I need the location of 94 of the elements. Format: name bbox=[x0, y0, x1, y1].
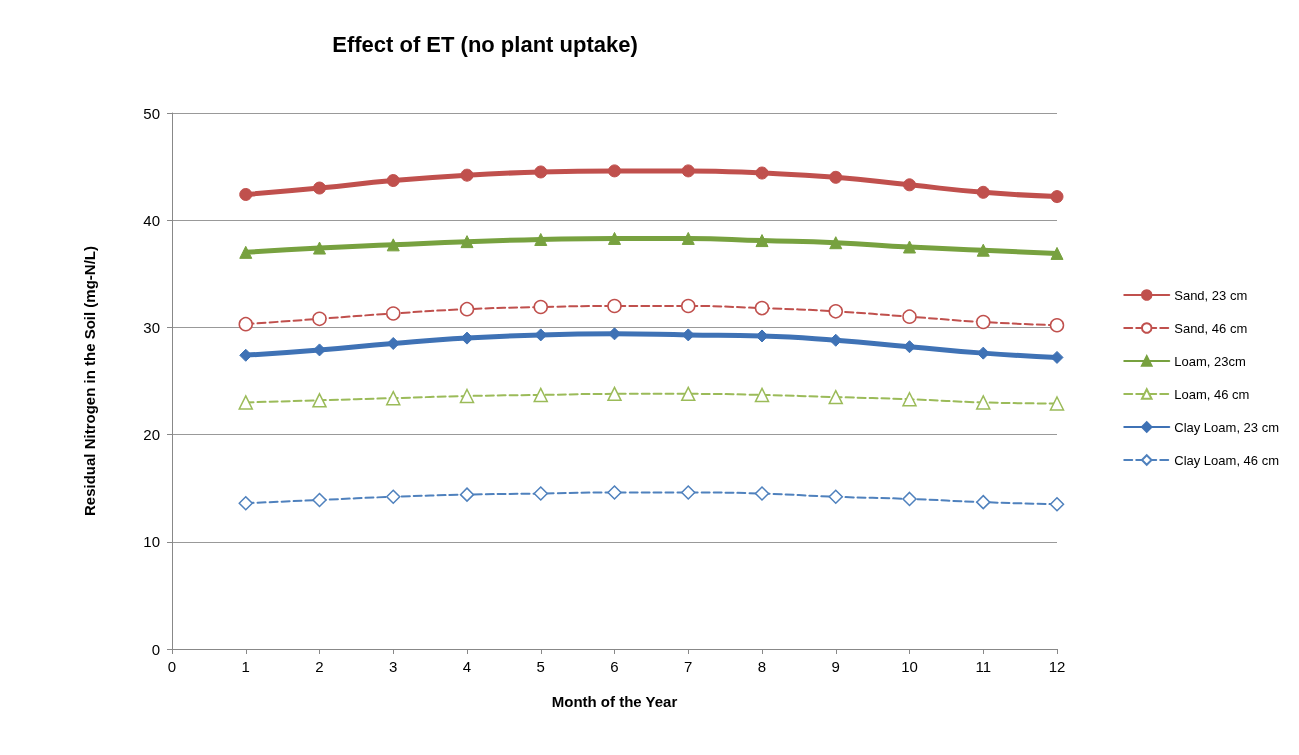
point bbox=[755, 234, 769, 248]
point bbox=[681, 298, 696, 314]
point bbox=[386, 489, 401, 505]
legend-label: Sand, 23 cm bbox=[1174, 287, 1248, 303]
legend-label: Clay Loam, 46 cm bbox=[1174, 452, 1279, 468]
point bbox=[607, 298, 622, 314]
legend-label: Loam, 23cm bbox=[1174, 353, 1246, 369]
point bbox=[681, 164, 695, 178]
point bbox=[239, 187, 253, 201]
x-tick-label: 0 bbox=[167, 658, 177, 675]
point bbox=[238, 395, 253, 410]
x-tick-label: 2 bbox=[315, 658, 324, 675]
point bbox=[533, 299, 548, 315]
point bbox=[460, 235, 474, 249]
point bbox=[238, 316, 253, 332]
y-tick-label: 20 bbox=[143, 426, 160, 444]
point bbox=[681, 231, 695, 245]
x-tick-label: 6 bbox=[610, 658, 619, 675]
point bbox=[903, 340, 916, 354]
x-tick-label: 9 bbox=[831, 658, 840, 675]
y-tick-label: 40 bbox=[143, 211, 160, 229]
point bbox=[312, 393, 327, 408]
x-tick-label: 5 bbox=[536, 658, 545, 675]
point bbox=[828, 389, 843, 405]
point bbox=[976, 494, 991, 510]
point bbox=[239, 245, 253, 259]
point bbox=[902, 491, 917, 507]
point bbox=[459, 388, 475, 404]
point bbox=[1049, 396, 1065, 411]
point bbox=[313, 241, 326, 255]
x-tick-label: 10 bbox=[901, 658, 918, 675]
point bbox=[976, 395, 991, 410]
point bbox=[533, 387, 548, 403]
x-axis-title: Month of the Year bbox=[551, 693, 678, 710]
legend-label: Loam, 46 cm bbox=[1174, 386, 1250, 402]
point bbox=[312, 311, 327, 327]
point bbox=[460, 168, 474, 182]
x-tick-label: 11 bbox=[975, 658, 992, 675]
point bbox=[386, 390, 401, 406]
point bbox=[976, 185, 990, 199]
point bbox=[976, 243, 990, 257]
point bbox=[607, 386, 622, 402]
point bbox=[313, 181, 326, 195]
point bbox=[754, 300, 770, 316]
point bbox=[386, 174, 400, 188]
x-tick-label: 12 bbox=[1048, 658, 1066, 675]
point bbox=[1050, 190, 1064, 204]
point bbox=[681, 485, 696, 500]
point bbox=[313, 343, 326, 357]
point bbox=[608, 327, 621, 341]
point bbox=[534, 165, 548, 179]
x-tick-label: 1 bbox=[241, 658, 250, 675]
point bbox=[459, 487, 475, 502]
point bbox=[903, 178, 916, 192]
point bbox=[829, 236, 843, 250]
point bbox=[828, 304, 843, 319]
x-tick-label: 8 bbox=[757, 658, 767, 675]
point bbox=[608, 231, 621, 245]
point bbox=[829, 170, 843, 184]
y-tick-label: 30 bbox=[143, 318, 160, 336]
point bbox=[533, 486, 548, 501]
point bbox=[754, 486, 770, 501]
chart-title: Effect of ET (no plant uptake) bbox=[332, 31, 638, 57]
point bbox=[608, 164, 621, 178]
point bbox=[681, 386, 696, 402]
point bbox=[828, 489, 843, 505]
point bbox=[386, 238, 400, 252]
x-tick-label: 4 bbox=[462, 658, 472, 675]
y-tick-label: 10 bbox=[143, 533, 160, 551]
point bbox=[386, 306, 401, 321]
point bbox=[459, 301, 475, 317]
legend-label: Sand, 46 cm bbox=[1174, 320, 1248, 336]
y-axis-title: Residual Nitrogen in the Soil (mg-N/L) bbox=[81, 246, 98, 516]
point bbox=[829, 333, 843, 347]
point bbox=[312, 492, 327, 508]
point bbox=[1050, 246, 1064, 260]
point bbox=[386, 336, 400, 350]
point bbox=[902, 391, 917, 407]
x-tick-label: 7 bbox=[684, 658, 693, 675]
point bbox=[976, 314, 991, 330]
point bbox=[607, 485, 622, 500]
y-tick-label: 0 bbox=[151, 640, 160, 658]
legend-label: Clay Loam, 23 cm bbox=[1174, 419, 1279, 435]
point bbox=[1049, 497, 1065, 512]
point bbox=[755, 166, 769, 180]
y-tick-label: 50 bbox=[143, 104, 160, 122]
point bbox=[754, 387, 770, 403]
point bbox=[534, 233, 548, 246]
point bbox=[238, 495, 253, 511]
x-tick-label: 3 bbox=[389, 658, 398, 675]
point bbox=[902, 309, 917, 324]
point bbox=[1050, 350, 1064, 364]
point bbox=[1049, 318, 1065, 333]
point bbox=[903, 240, 916, 254]
